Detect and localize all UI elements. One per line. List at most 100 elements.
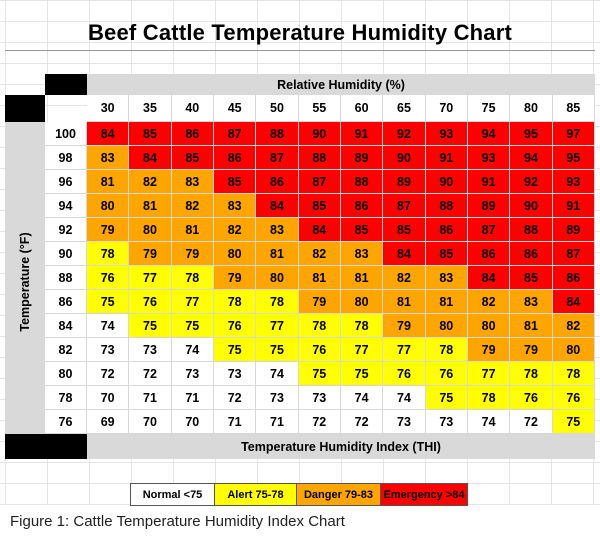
thi-cell: 76 [383,362,426,386]
thi-cell: 87 [467,218,511,242]
legend-item-normal: Normal <75 [131,484,215,505]
figure-caption: Figure 1: Cattle Temperature Humidity In… [10,513,345,530]
humidity-tick-label: 30 [87,95,130,122]
thi-cell: 91 [340,122,384,146]
thi-cell: 80 [87,194,130,218]
thi-cell: 76 [298,338,341,362]
thi-cell: 78 [340,314,384,338]
thi-cell: 69 [87,410,130,434]
thi-cell: 90 [383,146,426,170]
thi-cell: 81 [87,170,130,194]
thi-cell: 82 [129,170,172,194]
thi-cell: 89 [552,218,595,242]
thi-cell: 79 [129,242,172,266]
thi-cell: 85 [129,122,172,146]
thi-cell: 77 [171,290,214,314]
thi-cell: 81 [171,218,214,242]
thi-cell: 87 [383,194,426,218]
thi-cell: 80 [552,338,595,362]
thi-cell: 85 [340,218,384,242]
humidity-tick-label: 40 [171,95,214,122]
thi-cell: 88 [510,218,553,242]
thi-cell: 73 [87,338,130,362]
thi-cell: 74 [467,410,511,434]
thi-cell: 89 [383,170,426,194]
thi-cell: 84 [256,194,299,218]
legend-item-alert: Alert 75-78 [215,484,297,505]
thi-cell: 82 [552,314,595,338]
thi-cell: 82 [298,242,341,266]
thi-cell: 76 [425,362,468,386]
thi-cell: 97 [552,122,595,146]
thi-cell: 86 [552,266,595,290]
temperature-tick-label: 80 [45,362,87,386]
legend-item-emergency: Emergency >84 [381,484,467,505]
thi-cell: 84 [467,266,511,290]
thi-cell: 78 [171,266,214,290]
thi-cell: 82 [467,290,511,314]
thi-cell: 86 [340,194,384,218]
thi-cell: 80 [467,314,511,338]
thi-cell: 85 [298,194,341,218]
thi-cell: 85 [383,218,426,242]
thi-cell: 77 [129,266,172,290]
thi-cell: 74 [87,314,130,338]
thi-cell: 93 [552,170,595,194]
temperature-tick-label: 100 [45,122,87,146]
thi-cell: 82 [383,266,426,290]
thi-cell: 71 [171,386,214,410]
thi-cell: 83 [171,170,214,194]
temperature-tick-label: 78 [45,386,87,410]
thi-cell: 78 [552,362,595,386]
thi-cell: 76 [552,386,595,410]
thi-cell: 94 [467,122,511,146]
thi-cell: 86 [425,218,468,242]
thi-cell: 75 [298,362,341,386]
thi-cell: 83 [213,194,257,218]
humidity-tick-label: 50 [256,95,299,122]
thi-cell: 78 [87,242,130,266]
thi-cell: 76 [129,290,172,314]
thi-cell: 83 [425,266,468,290]
thi-cell: 83 [87,146,130,170]
humidity-tick-label: 35 [129,95,172,122]
thi-cell: 71 [213,410,257,434]
legend-item-danger: Danger 79-83 [297,484,381,505]
thi-cell: 90 [298,122,341,146]
thi-cell: 72 [213,386,257,410]
thi-cell: 92 [383,122,426,146]
thi-cell: 85 [213,170,257,194]
thi-cell: 94 [510,146,553,170]
temperature-tick-label: 84 [45,314,87,338]
humidity-tick-label: 60 [340,95,384,122]
thi-cell: 72 [340,410,384,434]
thi-cell: 79 [298,290,341,314]
thi-cell: 73 [383,410,426,434]
thi-cell: 78 [425,338,468,362]
thi-cell: 79 [510,338,553,362]
thi-cell: 83 [510,290,553,314]
thi-cell: 85 [510,266,553,290]
thi-cell: 75 [552,410,595,434]
thi-cell: 88 [425,194,468,218]
temperature-axis-band: Temperature (°F) [5,122,45,434]
humidity-tick-label: 55 [298,95,341,122]
humidity-tick-label: 85 [552,95,595,122]
temperature-tick-label: 82 [45,338,87,362]
thi-cell: 73 [213,362,257,386]
thi-cell: 74 [256,362,299,386]
corner-black-bottom [5,434,87,459]
thi-cell: 86 [213,146,257,170]
thi-cell: 84 [129,146,172,170]
humidity-tick-label: 65 [383,95,426,122]
legend: Normal <75 Alert 75-78 Danger 79-83 Emergen… [130,483,468,506]
thi-cell: 76 [510,386,553,410]
temperature-tick-label: 98 [45,146,87,170]
thi-table: Relative Humidity (%) Temperature (°F) T… [5,74,595,459]
thi-cell: 92 [510,170,553,194]
temperature-tick-label: 86 [45,290,87,314]
thi-cell: 75 [87,290,130,314]
thi-cell: 77 [467,362,511,386]
thi-cell: 78 [298,314,341,338]
thi-cell: 79 [383,314,426,338]
